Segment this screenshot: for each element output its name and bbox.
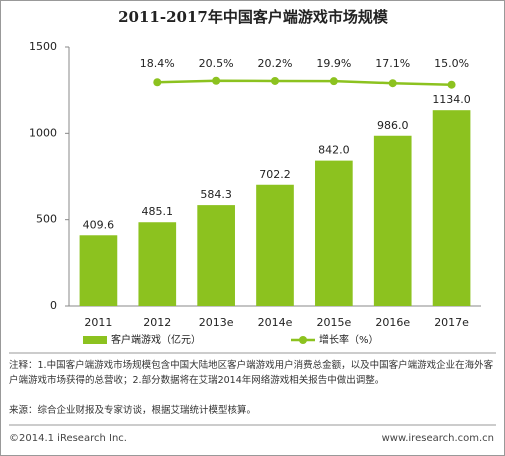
legend-swatch [83,336,107,344]
line-marker [447,80,456,89]
bar [373,135,412,306]
notes: 注释：1.中国客户端游戏市场规模包含中国大陆地区客户端游戏用户消费总金额，以及中… [9,360,494,386]
bar [432,110,471,306]
legend-label: 增长率（%） [319,333,379,346]
data-label: 842.0 [318,144,350,157]
x-tick-label: 2017e [434,316,469,329]
y-tick-label: 500 [36,213,57,226]
bar [256,184,294,306]
line-marker [271,76,279,85]
line-marker [212,76,221,85]
chart-title: 2011-2017年中国客户端游戏市场规模 [118,8,389,26]
data-label: 1134.0 [432,93,471,106]
x-tick-label: 2016e [375,316,410,329]
data-label: 702.2 [259,168,291,181]
data-label: 409.6 [83,218,115,231]
copyright: ©2014.1 iResearch Inc. [9,433,127,444]
source: 来源：综合企业财报及专家访谈，根据艾瑞统计模型核算。 [9,405,257,416]
data-label: 17.1% [375,57,410,70]
x-tick-label: 2014e [258,316,293,329]
data-label: 15.0% [434,57,469,70]
y-tick-label: 1000 [29,126,57,139]
data-label: 485.1 [142,205,174,218]
x-tick-label: 2011 [84,316,112,329]
growth-line [157,79,452,86]
bar [197,205,235,306]
data-label: 20.5% [199,57,234,70]
y-tick-label: 0 [50,299,57,312]
bar [315,160,353,306]
data-label: 18.4% [140,57,175,70]
x-tick-label: 2012 [143,316,171,329]
bar [79,235,118,306]
data-label: 19.9% [316,57,351,70]
data-label: 986.0 [377,119,409,132]
y-tick-label: 1500 [29,40,57,53]
data-label: 584.3 [200,188,232,201]
legend-label: 客户端游戏（亿元） [111,333,201,346]
legend-marker [299,336,307,344]
bar [138,222,177,306]
x-tick-label: 2013e [199,316,234,329]
line-marker [329,77,338,86]
line-marker [388,79,397,88]
data-label: 20.2% [258,57,293,70]
line-marker [153,78,162,87]
website: www.iresearch.com.cn [381,433,494,444]
x-tick-label: 2015e [316,316,351,329]
